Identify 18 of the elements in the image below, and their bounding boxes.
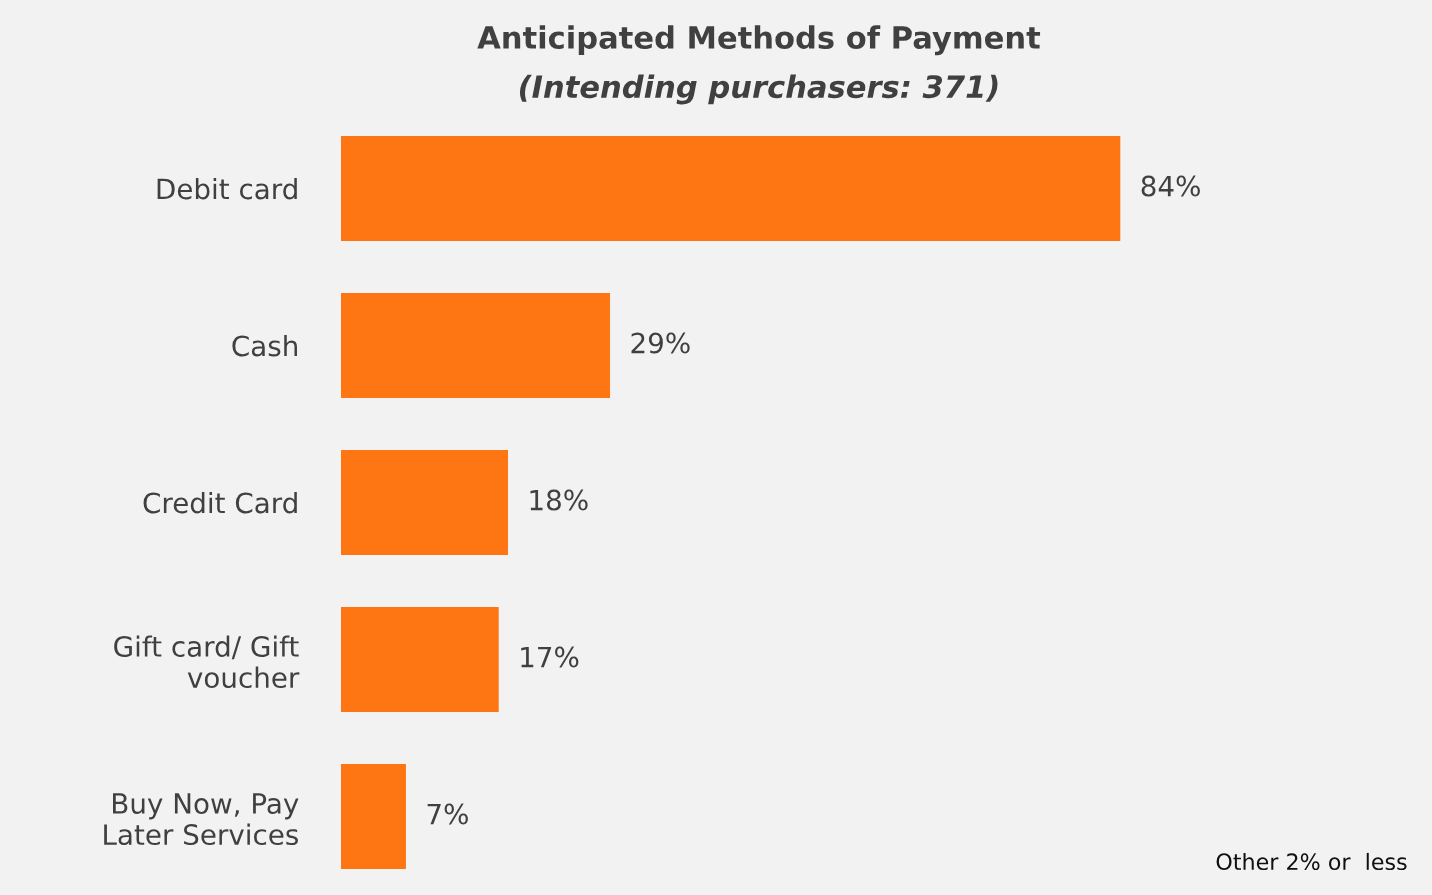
- bar: [341, 763, 406, 870]
- y-tick-label: Buy Now, Pay Later Services: [104, 793, 299, 846]
- bar: [341, 606, 499, 713]
- y-tick-label: Debit card: [157, 177, 297, 200]
- data-label: 17%: [521, 646, 579, 668]
- data-label: 29%: [631, 332, 690, 354]
- bar: [341, 292, 611, 399]
- y-tick-label: Cash: [232, 334, 297, 357]
- data-label: 84%: [1141, 175, 1200, 197]
- y-tick-label: Gift card/ Gift voucher: [114, 635, 300, 689]
- bar: [341, 135, 1121, 242]
- text: Other 2% or less: [1216, 852, 1407, 871]
- y-tick-label: Credit Card: [143, 491, 297, 514]
- chart-title: Anticipated Methods of Payment: [477, 25, 1041, 56]
- data-label: 7%: [427, 803, 468, 825]
- data-label: 18%: [530, 489, 588, 511]
- chart-subtitle: (Intending purchasers: 371): [519, 74, 998, 105]
- bar: [341, 449, 508, 556]
